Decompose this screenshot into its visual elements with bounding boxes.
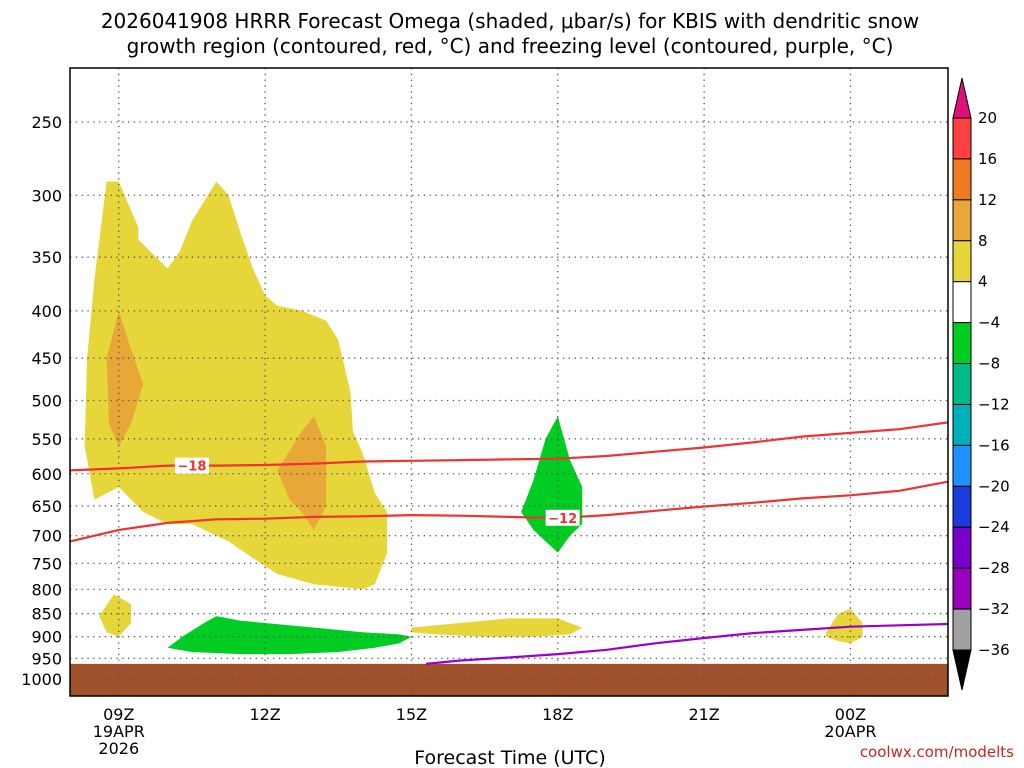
colorbar-label-12: −28 — [978, 559, 1010, 577]
colorbar-bottom-arrow — [952, 649, 972, 691]
y-tick-label-750: 750 — [31, 554, 62, 573]
colorbar-segment-7 — [952, 363, 972, 405]
omega-region-2 — [106, 310, 144, 446]
colorbar-label-8: −12 — [978, 395, 1010, 413]
colorbar-top-arrow — [952, 77, 972, 119]
dgz-contour-1 — [69, 421, 949, 472]
colorbar-label-1: 20 — [978, 109, 997, 127]
omega-region-5 — [411, 618, 583, 637]
y-tick-label-700: 700 — [31, 527, 62, 546]
colorbar-label-2: 16 — [978, 150, 997, 168]
omega-colorbar: 20 16 12 8 4 −4 −8 −12 −16 −20 −24 −28 −32 −36 — [952, 77, 1010, 691]
colorbar-label-13: −32 — [978, 600, 1010, 618]
colorbar-segment-13 — [952, 608, 972, 651]
colorbar-label-3: 12 — [978, 191, 997, 209]
colorbar-segment-8 — [952, 403, 972, 446]
colorbar-label-4: 8 — [978, 232, 988, 250]
dgz-contour-label-bg-2 — [545, 509, 580, 526]
plot-area: −18 −12 250 300 350 400 450 500 550 600 650 700 750 8… — [21, 67, 949, 758]
x-tick-label-09Z-2: 2026 — [98, 739, 139, 758]
omega-region-8 — [167, 616, 412, 655]
dgz-contour-label-2: −12 — [548, 512, 577, 527]
dgz-contour-label-bg-1 — [174, 457, 209, 474]
y-tick-label-250: 250 — [31, 113, 62, 132]
colorbar-segment-11 — [952, 526, 972, 569]
grid — [70, 68, 948, 696]
chart-title-line-2: growth region (contoured, red, °C) and f… — [127, 34, 894, 58]
omega-region-3 — [277, 416, 327, 530]
y-tick-label-800: 800 — [31, 580, 62, 599]
ground-surface — [70, 663, 948, 696]
plot-frame — [69, 67, 949, 697]
y-tick-label-1000: 1000 — [21, 670, 62, 689]
x-tick-label-09Z: 09Z — [103, 705, 134, 724]
y-tick-label-500: 500 — [31, 392, 62, 411]
dgz-contour-2 — [69, 480, 949, 543]
omega-region-4 — [99, 594, 131, 637]
colorbar-label-10: −20 — [978, 477, 1010, 495]
y-tick-label-950: 950 — [31, 649, 62, 668]
x-tick-label-21Z: 21Z — [688, 705, 719, 724]
y-tick-label-650: 650 — [31, 497, 62, 516]
dgz-contour-label-1: −18 — [177, 460, 206, 475]
colorbar-label-6: −4 — [978, 314, 1000, 332]
colorbar-segment-1 — [952, 117, 972, 160]
x-tick-label-18Z: 18Z — [542, 705, 573, 724]
chart-title-line-1: 2026041908 HRRR Forecast Omega (shaded, … — [101, 9, 919, 33]
colorbar-segment-5 — [952, 281, 972, 324]
y-tick-label-850: 850 — [31, 605, 62, 624]
colorbar-segment-4 — [952, 240, 972, 283]
colorbar-segment-3 — [952, 199, 972, 242]
colorbar-label-9: −16 — [978, 436, 1010, 454]
credit-text: coolwx.com/modelts — [860, 743, 1014, 761]
y-tick-label-600: 600 — [31, 465, 62, 484]
y-tick-label-550: 550 — [31, 430, 62, 449]
colorbar-label-14: −36 — [978, 641, 1010, 659]
y-tick-label-450: 450 — [31, 349, 62, 368]
y-tick-label-400: 400 — [31, 302, 62, 321]
freezing-level-line — [425, 622, 949, 665]
y-tick-label-350: 350 — [31, 248, 62, 267]
x-tick-label-00Z: 00Z — [835, 705, 866, 724]
y-tick-label-300: 300 — [31, 186, 62, 205]
colorbar-segment-10 — [952, 485, 972, 528]
colorbar-segment-9 — [952, 444, 972, 487]
colorbar-segment-12 — [952, 567, 972, 610]
x-tick-label-09Z-1: 19APR — [93, 722, 145, 741]
colorbar-segment-6 — [952, 322, 972, 365]
x-axis-title: Forecast Time (UTC) — [414, 747, 605, 768]
colorbar-label-7: −8 — [978, 355, 1000, 373]
colorbar-label-11: −24 — [978, 518, 1010, 536]
colorbar-label-5: 4 — [978, 273, 988, 291]
x-tick-label-00Z-1: 20APR — [824, 722, 876, 741]
x-tick-label-15Z: 15Z — [396, 705, 427, 724]
y-tick-label-900: 900 — [31, 628, 62, 647]
x-tick-label-12Z: 12Z — [249, 705, 280, 724]
colorbar-segment-2 — [952, 158, 972, 201]
